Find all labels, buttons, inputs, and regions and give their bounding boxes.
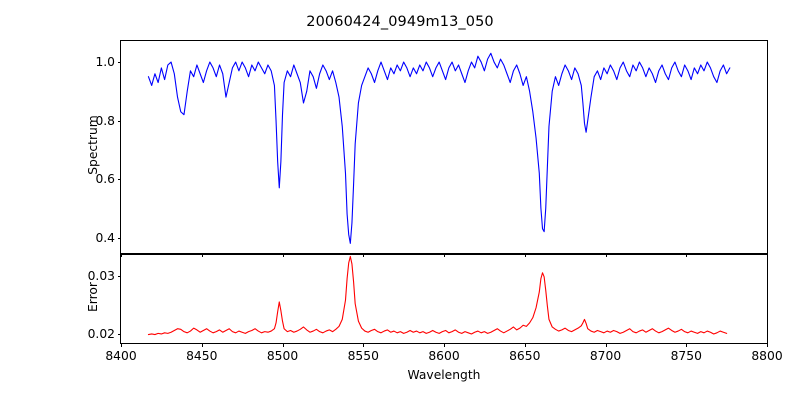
spectrum-y-tick-label: 0.6 (95, 172, 115, 187)
spectrum-y-tick-mark (117, 120, 121, 122)
error-y-tick-label: 0.03 (87, 268, 115, 283)
x-tick-label: 8750 (670, 349, 702, 363)
error-x-tick-mark (282, 343, 284, 347)
x-tick-label: 8650 (509, 349, 541, 363)
error-x-tick-mark (363, 343, 365, 347)
x-tick-label: 8400 (105, 349, 137, 363)
x-tick-label: 8500 (266, 349, 299, 363)
error-series (148, 256, 726, 334)
error-x-tick-mark (444, 343, 446, 347)
spectrum-y-tick-mark (117, 237, 121, 239)
error-axes: Error 0.02 0.03 8400 8450 8500 8550 8600 8650 87… (86, 254, 783, 363)
error-x-tick-mark (201, 343, 203, 347)
spectrum-y-tick-mark (117, 62, 121, 64)
error-x-tick-mark (767, 343, 769, 347)
error-x-tick-mark (605, 343, 607, 347)
x-tick-label: 8600 (428, 349, 460, 363)
spectrum-axes: Spectrum 0.4 0.6 0.8 1.0 (86, 40, 769, 257)
error-x-tick-mark (524, 343, 526, 347)
error-line-plot (121, 255, 767, 343)
spectrum-series (148, 53, 729, 243)
x-tick-label: 8450 (186, 349, 218, 363)
figure-title: 20060424_0949m13_050 (306, 14, 494, 30)
spectrum-y-tick-label: 0.4 (95, 230, 115, 245)
spectrum-line-plot (121, 41, 767, 253)
spectrum-y-tick-mark (117, 179, 121, 181)
error-y-tick-label: 0.02 (87, 326, 115, 341)
spectrum-y-tick-label: 0.8 (95, 113, 115, 128)
error-y-tick-mark (117, 333, 121, 336)
x-axis-label: Wavelength (407, 368, 481, 382)
error-x-tick-mark (686, 343, 688, 347)
error-y-tick-mark (117, 275, 121, 277)
x-tick-label: 8700 (589, 349, 622, 363)
x-tick-label: 8800 (751, 349, 783, 363)
x-tick-label: 8550 (347, 349, 379, 363)
spectrum-y-tick-label: 1.0 (95, 55, 115, 70)
error-x-tick-mark (121, 343, 123, 347)
